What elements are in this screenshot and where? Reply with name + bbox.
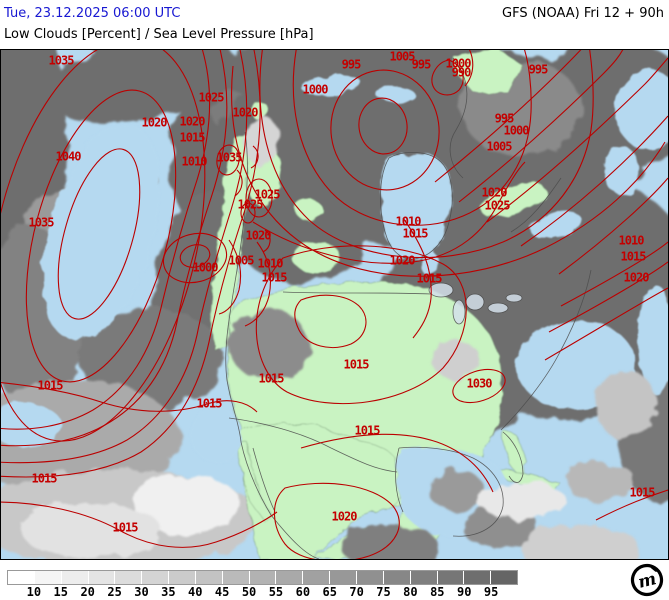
colorbar-label: 20 bbox=[80, 585, 95, 599]
isobar-label: 1015 bbox=[197, 397, 223, 411]
header-datetime: Tue, 23.12.2025 06:00 UTC bbox=[4, 6, 181, 21]
isobar-label: 1025 bbox=[255, 188, 281, 202]
isobar-label: 1020 bbox=[142, 116, 168, 130]
colorbar-labels: 10 15 20 25 30 35 40 45 50 55 60 65 70 75 80 85 90 95 bbox=[0, 585, 669, 599]
colorbar-label: 75 bbox=[376, 585, 391, 599]
isobar-label: 1035 bbox=[49, 54, 75, 68]
colorbar-label: 15 bbox=[53, 585, 69, 599]
svg-text:m: m bbox=[636, 569, 658, 593]
colorbar-label: 45 bbox=[214, 585, 230, 599]
isobar-label: 1040 bbox=[56, 150, 82, 164]
weather-map: 1035 1025 1020 1020 1015 1010 1040 1035 995 1005 9… bbox=[0, 49, 669, 560]
colorbar-cell bbox=[222, 571, 250, 584]
isobar-label: 1020 bbox=[482, 186, 508, 200]
colorbar-cell bbox=[383, 571, 411, 584]
colorbar-cell bbox=[8, 571, 35, 584]
colorbar-cell bbox=[330, 571, 357, 584]
isobar-label: 1015 bbox=[113, 521, 139, 535]
colorbar-label: 60 bbox=[295, 585, 311, 599]
isobar-label: 1035 bbox=[217, 151, 243, 165]
isobar-label: 1035 bbox=[29, 216, 55, 230]
isobar-label: 1010 bbox=[258, 257, 284, 271]
colorbar-label: 85 bbox=[430, 585, 445, 599]
colorbar-label: 55 bbox=[268, 585, 284, 599]
isobar-label: 1015 bbox=[262, 271, 288, 285]
isobar-label: 1005 bbox=[390, 50, 416, 64]
isobar-label: 995 bbox=[342, 58, 361, 72]
colorbar-label: 90 bbox=[456, 585, 472, 599]
isobar-label: 995 bbox=[412, 58, 431, 72]
isobar-label: 1010 bbox=[619, 234, 645, 248]
header-model-run: GFS (NOAA) Fri 12 + 90h bbox=[502, 6, 664, 21]
colorbar-cell bbox=[464, 571, 492, 584]
isobar-label: 1020 bbox=[624, 271, 650, 285]
isobar-label: 1000 bbox=[504, 124, 530, 138]
isobar-label: 1030 bbox=[467, 377, 493, 391]
colorbar-cell bbox=[437, 571, 465, 584]
isobar-label: 1010 bbox=[396, 215, 422, 229]
isobar-label: 1005 bbox=[487, 140, 513, 154]
colorbar-cell bbox=[249, 571, 277, 584]
colorbar-cell bbox=[303, 571, 331, 584]
colorbar-label: 65 bbox=[322, 585, 337, 599]
isobar-label: 1000 bbox=[446, 57, 472, 71]
coastline-layer bbox=[225, 57, 592, 559]
colorbar-label: 70 bbox=[349, 585, 364, 599]
colorbar-cell bbox=[115, 571, 143, 584]
isobar-label: 1015 bbox=[32, 472, 58, 486]
colorbar-cell bbox=[34, 571, 62, 584]
isobar-label: 1015 bbox=[344, 358, 370, 372]
colorbar-label: 50 bbox=[241, 585, 257, 599]
map-title: Low Clouds [Percent] / Sea Level Pressur… bbox=[4, 27, 314, 42]
cloud-highlight-layer bbox=[21, 115, 656, 559]
isobar-label: 1020 bbox=[332, 510, 358, 524]
isobar-label: 1005 bbox=[229, 254, 255, 268]
isobar-label: 1015 bbox=[180, 131, 206, 145]
brand-m-logo-icon: m bbox=[630, 563, 664, 597]
colorbar-cell bbox=[491, 571, 518, 584]
isobar-label: 1015 bbox=[417, 272, 443, 286]
isobar-label: 1025 bbox=[199, 91, 225, 105]
colorbar-cell bbox=[410, 571, 438, 584]
colorbar-cell bbox=[61, 571, 89, 584]
colorbar-cell bbox=[88, 571, 116, 584]
isobar-label: 995 bbox=[529, 63, 548, 77]
colorbar-label: 10 bbox=[26, 585, 42, 599]
isobar-label: 1025 bbox=[485, 199, 511, 213]
isobar-label: 1010 bbox=[182, 155, 208, 169]
isobar-label: 1020 bbox=[233, 106, 259, 120]
isobar-label: 1020 bbox=[390, 254, 416, 268]
isobar-label: 1025 bbox=[238, 198, 264, 212]
isobar-label: 1015 bbox=[38, 379, 64, 393]
colorbar-cell bbox=[169, 571, 196, 584]
colorbar-label: 95 bbox=[483, 585, 499, 599]
isobar-label: 1000 bbox=[193, 261, 219, 275]
isobar-label: 995 bbox=[495, 112, 514, 126]
isobar-label: 1000 bbox=[303, 83, 329, 97]
isobar-label: 990 bbox=[452, 66, 471, 80]
isobar-layer bbox=[1, 50, 668, 559]
colorbar bbox=[7, 570, 518, 585]
colorbar-label: 40 bbox=[188, 585, 203, 599]
colorbar-label: 25 bbox=[107, 585, 122, 599]
isobar-label: 1015 bbox=[403, 227, 429, 241]
isobar-label: 1015 bbox=[630, 486, 656, 500]
colorbar-cell bbox=[195, 571, 223, 584]
isobar-label: 1020 bbox=[246, 229, 272, 243]
isobar-label: 1015 bbox=[621, 250, 647, 264]
colorbar-label: 35 bbox=[161, 585, 176, 599]
isobar-label: 1020 bbox=[180, 115, 206, 129]
colorbar-cell bbox=[276, 571, 304, 584]
colorbar-label: 30 bbox=[134, 585, 149, 599]
isobar-label: 1015 bbox=[259, 372, 285, 386]
colorbar-label: 80 bbox=[403, 585, 418, 599]
colorbar-cell bbox=[142, 571, 170, 584]
colorbar-cell bbox=[356, 571, 384, 584]
isobar-label: 1015 bbox=[355, 424, 381, 438]
